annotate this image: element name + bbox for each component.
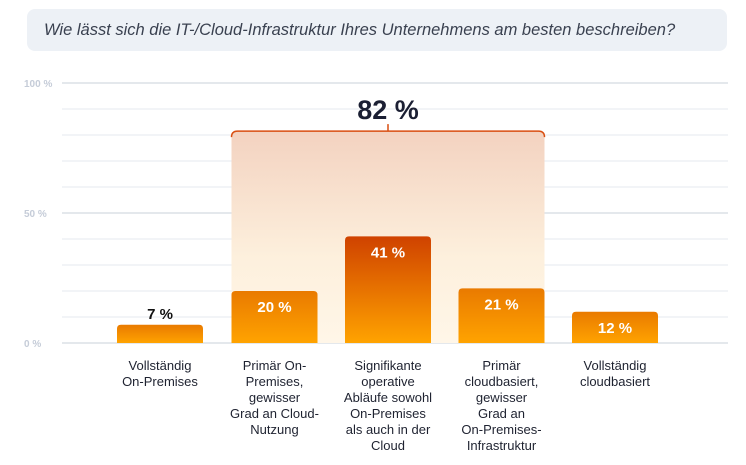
annotation-label: 82 % bbox=[357, 95, 419, 125]
bar bbox=[345, 236, 431, 343]
x-category-label-line: Grad an bbox=[478, 406, 525, 421]
x-category-label-line: cloudbasiert, bbox=[464, 374, 539, 389]
x-category-label: Primär cloudbasiert, gewisser Grad an On-Pre… bbox=[447, 358, 557, 454]
bar-value-label: 41 % bbox=[371, 244, 405, 261]
bar-value-label: 7 % bbox=[147, 306, 173, 323]
x-category-label-line: Premises, bbox=[245, 374, 304, 389]
x-category-label-line: Primär bbox=[482, 358, 521, 373]
x-category-label-line: Infrastruktur bbox=[466, 438, 537, 453]
x-category-label-line: Vollständig bbox=[583, 358, 647, 373]
bar bbox=[572, 311, 658, 343]
question-title: Wie lässt sich die IT-/Cloud-Infrastrukt… bbox=[44, 20, 676, 39]
x-category-label-line: Signifikante bbox=[354, 358, 422, 373]
x-category-label: Signifikante operative Abläufe sowohl On-Pr… bbox=[333, 358, 443, 454]
bar-value-label: 21 % bbox=[484, 296, 518, 313]
x-category-label-line: On-Premises bbox=[350, 406, 426, 421]
bar bbox=[117, 324, 203, 343]
bar bbox=[458, 288, 545, 343]
x-category-label: Primär On- Premises, gewisser Grad an Cloud… bbox=[220, 358, 330, 438]
x-category-label: Vollständig On-Premises bbox=[105, 358, 215, 390]
question-title-box: Wie lässt sich die IT-/Cloud-Infrastrukt… bbox=[27, 9, 727, 51]
x-category-label-line: operative bbox=[361, 374, 415, 389]
y-tick-label: 50 % bbox=[24, 209, 47, 220]
x-category-label-line: Grad an Cloud- bbox=[230, 406, 319, 421]
x-category-label-line: Vollständig bbox=[128, 358, 192, 373]
y-tick-label: 100 % bbox=[24, 79, 52, 90]
x-category-label-line: On-Premises- bbox=[461, 422, 542, 437]
x-category-label-line: als auch in der bbox=[345, 422, 431, 437]
x-category-label-line: On-Premises bbox=[122, 374, 198, 389]
y-tick-label: 0 % bbox=[24, 339, 41, 350]
x-category-label-line: Primär On- bbox=[242, 358, 307, 373]
x-category-label: Vollständig cloudbasiert bbox=[560, 358, 670, 390]
x-category-label-line: Cloud bbox=[371, 438, 405, 453]
bar-value-label: 12 % bbox=[598, 320, 632, 337]
x-category-label-line: Abläufe sowohl bbox=[343, 390, 433, 405]
bar-value-label: 20 % bbox=[257, 299, 291, 316]
x-category-label-line: gewisser bbox=[248, 390, 301, 405]
x-category-label-line: gewisser bbox=[475, 390, 528, 405]
x-category-label-line: Nutzung bbox=[250, 422, 299, 437]
bar bbox=[231, 291, 318, 343]
x-category-label-line: cloudbasiert bbox=[579, 374, 651, 389]
